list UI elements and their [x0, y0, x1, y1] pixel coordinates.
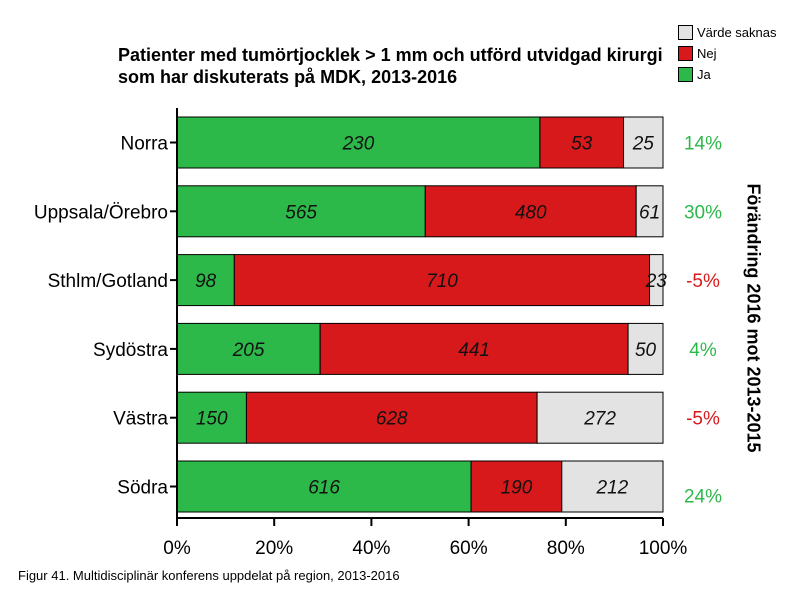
data-label-v-rde-saknas-norra: 25 — [632, 134, 655, 155]
y-tick-label-sthlm-gotland: Sthlm/Gotland — [48, 271, 168, 292]
y-tick-label-syd-stra: Sydöstra — [93, 340, 168, 361]
change-value-s-dra: 24% — [684, 487, 722, 508]
bar-ja-s-dra — [176, 460, 472, 513]
legend-item-missing: Värde saknas — [678, 22, 777, 43]
bar-v-rde-saknas-v-stra — [536, 391, 664, 444]
data-label-v-rde-saknas-sthlm-gotland: 23 — [645, 271, 668, 292]
x-tick-label-3: 60% — [450, 538, 488, 559]
y-tick-label-v-stra: Västra — [113, 409, 168, 430]
bar-v-rde-saknas-sthlm-gotland — [649, 254, 664, 307]
x-tick-label-5: 100% — [639, 538, 688, 559]
data-label-nej-uppsala-rebro: 480 — [515, 202, 547, 223]
bar-nej-norra — [539, 116, 625, 169]
bar-nej-uppsala-rebro — [424, 185, 637, 238]
data-label-v-rde-saknas-v-stra: 272 — [583, 409, 616, 430]
bar-v-rde-saknas-uppsala-rebro — [635, 185, 664, 238]
bar-nej-syd-stra — [319, 322, 629, 375]
data-label-v-rde-saknas-uppsala-rebro: 61 — [639, 202, 660, 223]
bar-v-rde-saknas-syd-stra — [627, 322, 664, 375]
bar-ja-syd-stra — [176, 322, 321, 375]
legend-label-nej: Nej — [697, 46, 717, 61]
bar-ja-norra — [176, 116, 541, 169]
y-tick-label-s-dra: Södra — [117, 478, 168, 499]
x-tick-label-0: 0% — [163, 538, 191, 559]
figure-caption: Figur 41. Multidisciplinär konferens upp… — [18, 568, 400, 583]
change-value-norra: 14% — [684, 134, 722, 155]
legend-swatch-nej — [678, 46, 693, 61]
y-tick-label-norra: Norra — [120, 134, 168, 155]
data-label-nej-syd-stra: 441 — [458, 340, 490, 361]
chart-title: Patienter med tumörtjocklek > 1 mm och u… — [118, 45, 663, 87]
legend-label-ja: Ja — [697, 67, 711, 82]
data-label-nej-norra: 53 — [571, 134, 593, 155]
legend-item-ja: Ja — [678, 64, 777, 85]
data-label-v-rde-saknas-s-dra: 212 — [596, 478, 629, 499]
bar-nej-s-dra — [470, 460, 563, 513]
change-axis-title: Förändring 2016 mot 2013-2015 — [743, 183, 764, 453]
x-tick-label-2: 40% — [352, 538, 390, 559]
legend-item-nej: Nej — [678, 43, 777, 64]
data-label-ja-uppsala-rebro: 565 — [285, 202, 317, 223]
legend-swatch-ja — [678, 67, 693, 82]
change-value-uppsala-rebro: 30% — [684, 202, 722, 223]
bar-nej-sthlm-gotland — [233, 254, 651, 307]
change-value-syd-stra: 4% — [689, 340, 717, 361]
legend-swatch-missing — [678, 25, 693, 40]
data-label-nej-s-dra: 190 — [501, 478, 533, 499]
bar-ja-v-stra — [176, 391, 247, 444]
x-tick-label-4: 80% — [547, 538, 585, 559]
change-value-sthlm-gotland: -5% — [686, 271, 720, 292]
data-label-ja-s-dra: 616 — [308, 478, 340, 499]
bar-ja-sthlm-gotland — [176, 254, 235, 307]
bar-v-rde-saknas-s-dra — [561, 460, 664, 513]
bar-ja-uppsala-rebro — [176, 185, 426, 238]
data-label-nej-v-stra: 628 — [376, 409, 408, 430]
legend: Värde saknas Nej Ja — [678, 22, 777, 85]
bar-v-rde-saknas-norra — [623, 116, 664, 169]
data-label-nej-sthlm-gotland: 710 — [426, 271, 458, 292]
legend-label-missing: Värde saknas — [697, 25, 777, 40]
data-label-ja-v-stra: 150 — [196, 409, 228, 430]
change-value-v-stra: -5% — [686, 409, 720, 430]
y-tick-label-uppsala-rebro: Uppsala/Örebro — [34, 202, 168, 223]
data-label-ja-sthlm-gotland: 98 — [195, 271, 217, 292]
bar-nej-v-stra — [245, 391, 538, 444]
data-label-ja-syd-stra: 205 — [232, 340, 265, 361]
x-tick-label-1: 20% — [255, 538, 293, 559]
data-label-ja-norra: 230 — [342, 134, 375, 155]
data-label-v-rde-saknas-syd-stra: 50 — [635, 340, 657, 361]
